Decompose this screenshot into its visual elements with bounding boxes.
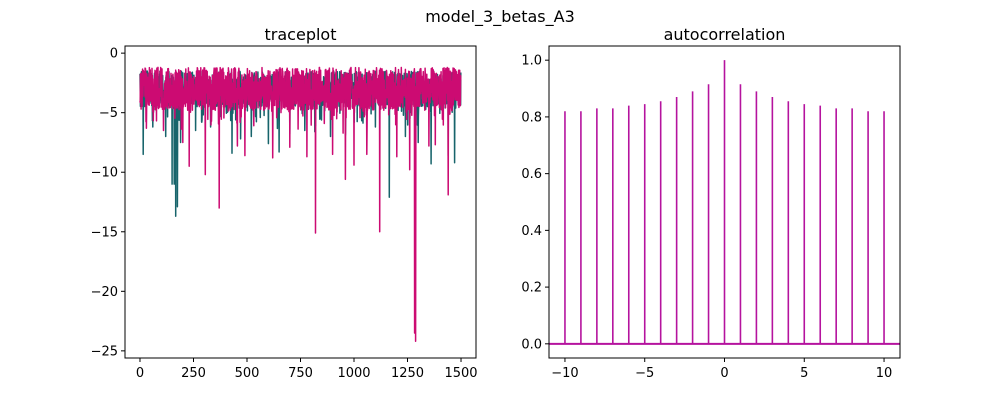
- acf-xtick-label: −5: [635, 366, 654, 381]
- autocorrelation-plot-area: −10 −5 0 5 10 0.0 0.2 0.4 0.6 0.8 1.0: [521, 45, 901, 381]
- acf-ytick-label: 0.4: [521, 224, 542, 239]
- traceplot-xtick-label: 750: [288, 366, 313, 381]
- traceplot-xtick-label: 500: [235, 366, 260, 381]
- traceplot-ytick-label: −20: [91, 285, 118, 300]
- acf-xtick-label: 5: [800, 366, 808, 381]
- figure-title: model_3_betas_A3: [425, 7, 575, 27]
- traceplot-plot-area: 0 250 500 750 1000 1250 1500 0 −5 −10 −15 −20 −25: [91, 45, 478, 381]
- traceplot-xtick-label: 0: [136, 366, 144, 381]
- acf-ytick-label: 0.8: [521, 110, 542, 125]
- acf-xtick-label: 0: [720, 366, 728, 381]
- traceplot-title: traceplot: [265, 25, 337, 44]
- autocorrelation-panel: autocorrelation −10 −5 0 5 10 0.0 0.2 0.4 0.6 0.8…: [521, 25, 901, 381]
- acf-ytick-label: 0.0: [521, 337, 542, 352]
- acf-ytick-label: 0.6: [521, 167, 542, 182]
- acf-ytick-label: 1.0: [521, 54, 542, 69]
- traceplot-xtick-label: 1000: [337, 366, 370, 381]
- traceplot-ytick-label: −15: [91, 225, 118, 240]
- traceplot-xtick-label: 1250: [391, 366, 424, 381]
- traceplot-ytick-label: −5: [99, 106, 118, 121]
- acf-xtick-label: 10: [876, 366, 893, 381]
- traceplot-ytick-label: −10: [91, 166, 118, 181]
- trace-series-2: [139, 66, 462, 343]
- traceplot-ytick-label: 0: [110, 47, 118, 62]
- traceplot-panel: traceplot 0 250 500 750 1000 1250 1500 0 −5 −10 −1…: [91, 25, 478, 381]
- traceplot-ytick-label: −25: [91, 344, 118, 359]
- autocorrelation-title: autocorrelation: [664, 25, 786, 44]
- acf-xtick-label: −10: [551, 366, 578, 381]
- traceplot-xtick-label: 250: [181, 366, 206, 381]
- acf-ytick-label: 0.2: [521, 281, 542, 296]
- traceplot-xtick-label: 1500: [444, 366, 477, 381]
